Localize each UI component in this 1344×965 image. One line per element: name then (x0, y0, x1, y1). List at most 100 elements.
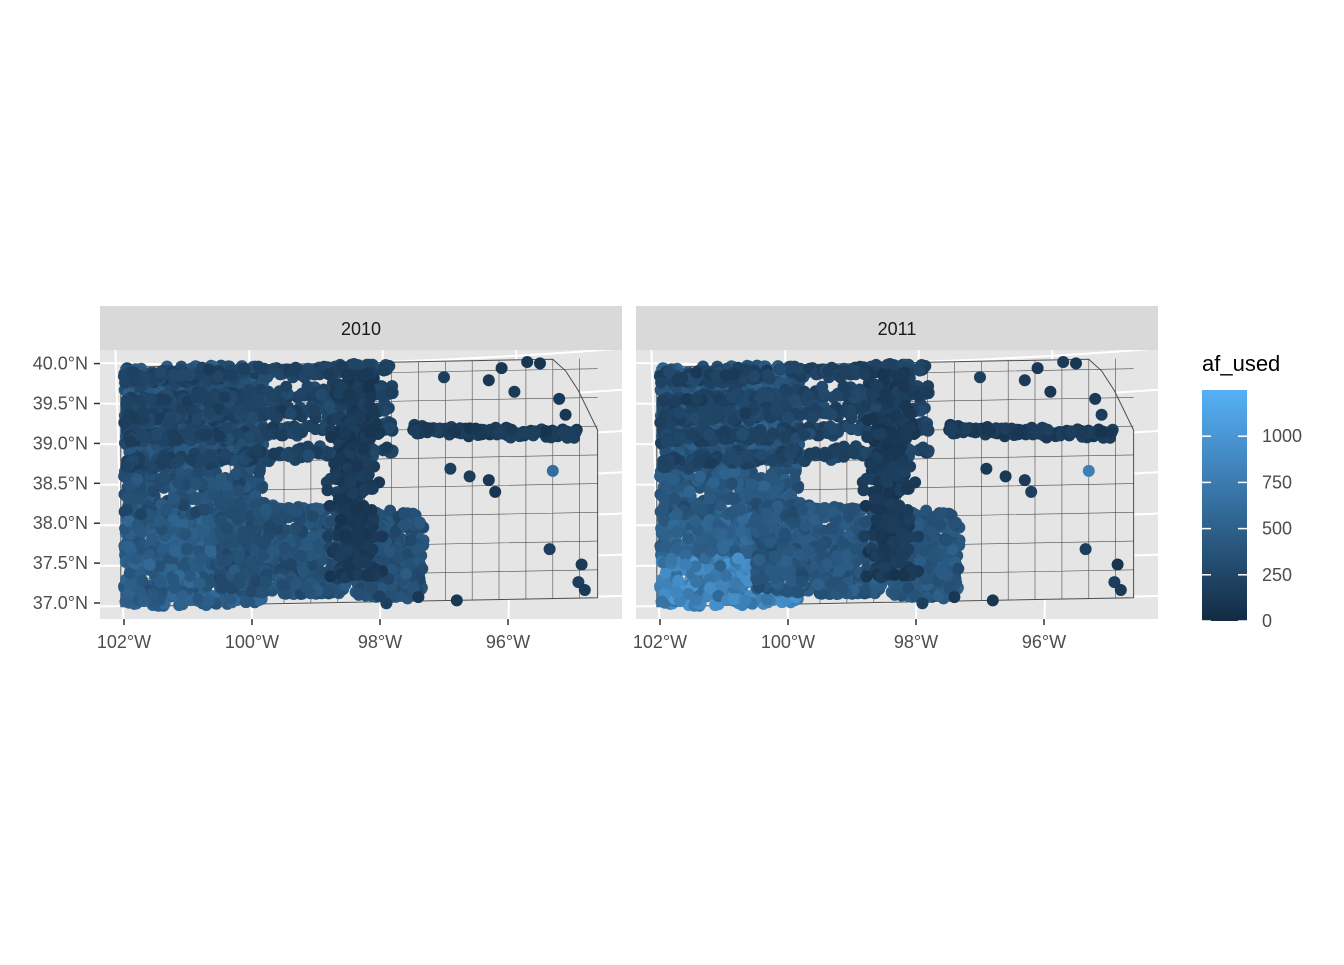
well-point (575, 558, 588, 571)
well-point (284, 558, 297, 571)
well-point (259, 575, 272, 588)
well-point (400, 567, 413, 580)
well-point (119, 595, 132, 608)
well-point (290, 422, 303, 435)
well-point (283, 450, 296, 463)
well-point (416, 562, 429, 575)
well-point (351, 460, 364, 473)
well-point (366, 482, 379, 495)
well-point (352, 521, 365, 534)
well-point (508, 385, 521, 398)
well-point (136, 574, 149, 587)
well-point (233, 572, 245, 585)
well-point (232, 550, 245, 563)
well-point (306, 510, 319, 523)
well-point (169, 457, 182, 469)
well-point (339, 528, 352, 541)
well-point (153, 560, 166, 573)
well-point (183, 369, 196, 382)
well-point (132, 492, 145, 505)
well-point (134, 586, 147, 599)
well-point (279, 587, 292, 600)
well-point (131, 473, 144, 486)
well-point (252, 360, 265, 373)
well-point (475, 428, 488, 441)
well-point (380, 597, 393, 610)
well-point (272, 513, 285, 526)
well-point (341, 368, 354, 381)
well-point (146, 587, 159, 600)
well-point (164, 410, 177, 423)
well-point (182, 468, 195, 481)
well-point (199, 525, 212, 538)
well-point (540, 425, 553, 438)
well-point (234, 403, 247, 416)
well-point (242, 527, 255, 540)
well-point (553, 392, 566, 405)
well-point (344, 475, 357, 488)
well-point (410, 543, 423, 556)
well-point (192, 593, 205, 606)
well-point (185, 453, 198, 466)
well-point (290, 522, 303, 535)
well-point (249, 489, 262, 502)
well-point (244, 555, 257, 568)
well-point (243, 383, 256, 396)
well-point (323, 400, 336, 413)
well-point (325, 431, 338, 443)
well-point (450, 594, 463, 607)
well-point (171, 476, 184, 489)
well-point (266, 389, 279, 402)
well-point (489, 485, 502, 498)
well-point (202, 396, 215, 409)
well-point (290, 577, 302, 590)
well-point (313, 543, 326, 556)
well-point (183, 569, 196, 582)
well-point (505, 423, 518, 436)
well-point (260, 503, 272, 516)
well-point (166, 428, 179, 441)
well-point (301, 380, 314, 393)
well-point (357, 443, 370, 456)
well-point (213, 430, 226, 443)
well-point (225, 507, 237, 520)
well-point (423, 422, 436, 435)
well-points-2011 (654, 356, 1127, 612)
well-point (203, 594, 216, 607)
well-point (300, 581, 313, 594)
well-point (189, 477, 202, 490)
well-point (137, 431, 150, 444)
well-point (235, 500, 248, 513)
well-point (358, 368, 371, 381)
well-point (361, 569, 374, 582)
well-point (559, 408, 572, 421)
well-point (200, 428, 213, 441)
well-point (192, 466, 205, 479)
well-point (324, 570, 337, 583)
well-point (122, 514, 135, 527)
well-point (404, 534, 417, 547)
well-point (219, 448, 232, 461)
well-point (137, 406, 150, 419)
well-point (263, 520, 276, 532)
well-point (386, 387, 399, 400)
well-point (376, 530, 389, 543)
well-point (578, 584, 591, 596)
well-point (167, 492, 180, 505)
well-point (196, 552, 209, 565)
facet-label-2010: 2010 (341, 319, 381, 339)
well-point (328, 457, 341, 470)
well-point (351, 535, 364, 548)
well-point (243, 430, 256, 443)
well-point (363, 426, 376, 439)
well-point (267, 448, 280, 461)
well-point (151, 428, 164, 441)
well-point (169, 545, 181, 557)
well-point (559, 426, 572, 439)
well-points-2010 (118, 356, 591, 612)
well-point (315, 388, 328, 401)
well-point (494, 426, 506, 439)
well-point (343, 387, 356, 400)
well-point (190, 391, 203, 404)
well-point (134, 395, 147, 408)
